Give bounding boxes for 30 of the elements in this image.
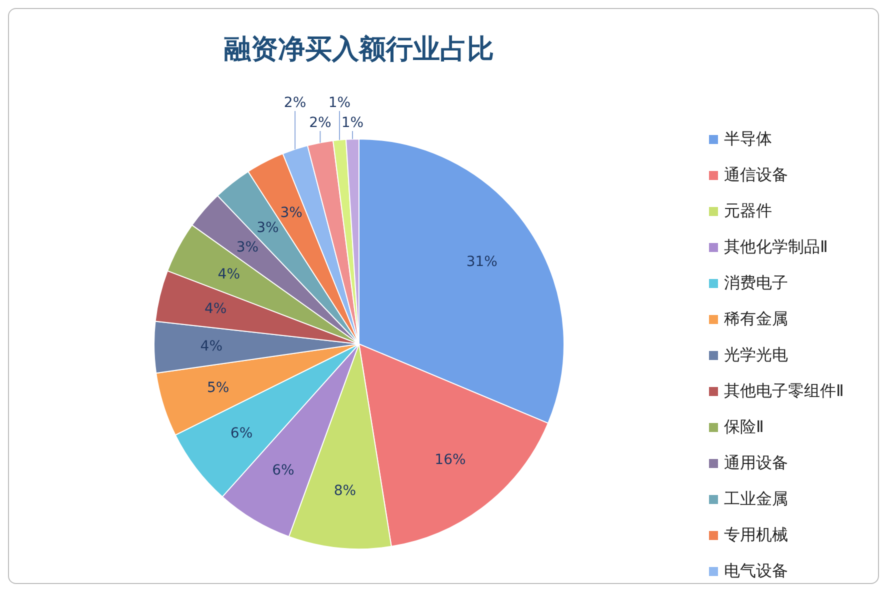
legend-label: 光学光电: [724, 344, 788, 366]
data-label: 31%: [466, 254, 498, 270]
legend-label: 保险Ⅱ: [724, 416, 764, 438]
data-label: 1%: [341, 115, 364, 131]
chart-title: 融资净买入额行业占比: [223, 33, 495, 67]
legend-label: 电气设备: [724, 560, 788, 582]
data-label: 6%: [272, 462, 294, 479]
data-label: 3%: [280, 204, 302, 221]
data-label: 3%: [256, 220, 279, 236]
data-label: 6%: [230, 425, 253, 442]
data-label: 2%: [309, 115, 332, 131]
data-label: 4%: [200, 338, 223, 354]
data-label: 2%: [284, 95, 306, 111]
legend-label: 其他电子零组件Ⅱ: [724, 380, 844, 402]
legend-label: 通用设备: [724, 452, 788, 474]
legend-label: 半导体: [724, 128, 772, 150]
legend-label: 消费电子: [724, 272, 788, 294]
data-label: 4%: [204, 301, 227, 318]
data-label: 3%: [236, 239, 259, 256]
legend-label: 元器件: [724, 200, 772, 222]
data-label: 1%: [328, 95, 351, 111]
legend-label: 其他化学制品Ⅱ: [724, 236, 828, 258]
data-label: 16%: [434, 452, 466, 468]
data-label: 4%: [218, 266, 240, 282]
legend-label: 稀有金属: [724, 308, 788, 330]
data-label: 5%: [206, 380, 230, 396]
legend-label: 通信设备: [724, 164, 788, 186]
data-label: 8%: [334, 482, 356, 499]
legend-label: 专用机械: [724, 524, 788, 546]
legend-label: 工业金属: [724, 488, 788, 510]
